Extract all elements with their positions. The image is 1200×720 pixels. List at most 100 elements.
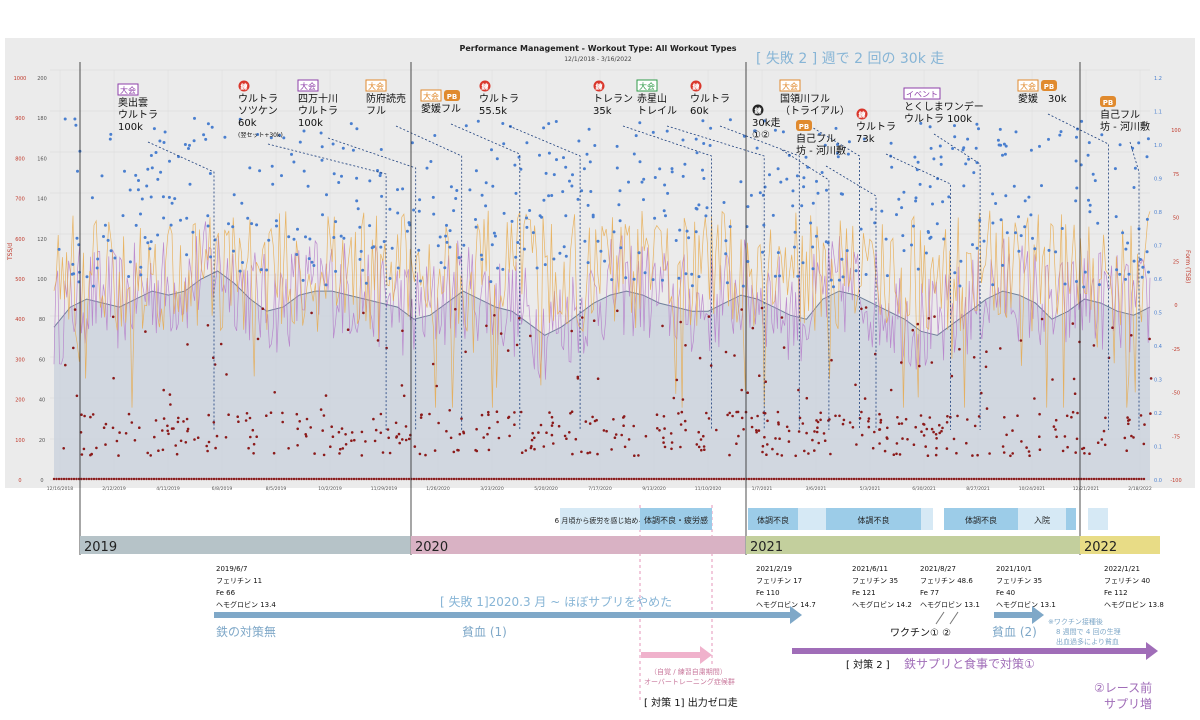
if-point	[862, 137, 866, 141]
tss-point	[942, 477, 946, 481]
anemia1-label: 貧血 (1)	[462, 625, 507, 639]
tss-point	[456, 448, 459, 452]
if-point	[445, 223, 448, 227]
if-point	[1132, 259, 1136, 263]
tss-point	[290, 477, 293, 481]
tss-point	[486, 432, 489, 436]
tss-point	[860, 410, 863, 414]
if-point	[755, 146, 759, 150]
race-badge-text: 練	[693, 82, 700, 91]
tss-point	[605, 429, 608, 433]
tss-point	[1143, 423, 1146, 426]
x-axis-ticks: 12/16/2018 2/12/2019 4/11/2019 6/8/2019 8/5/…	[47, 486, 1152, 492]
tss-point	[588, 451, 592, 454]
race-badge-text: イベント	[906, 90, 938, 99]
tss-point	[967, 477, 971, 481]
tss-point	[1092, 344, 1096, 347]
if-point	[642, 198, 645, 202]
if-point	[301, 278, 305, 282]
x-tick-label: 12/21/2021	[1073, 486, 1100, 492]
if-point	[543, 263, 547, 267]
tss-point	[934, 453, 938, 457]
tss-point	[887, 477, 891, 481]
if-point	[568, 179, 571, 183]
if-point	[149, 154, 153, 157]
tss-point	[1117, 477, 1121, 481]
race-label: フル	[366, 106, 386, 117]
if-point	[270, 164, 274, 168]
tss-point	[1112, 477, 1116, 481]
pb-badge-text: PB	[1103, 99, 1113, 107]
y-tick-label: -100	[1170, 478, 1181, 484]
if-point	[287, 235, 291, 239]
tss-point	[763, 412, 767, 415]
if-point	[811, 201, 815, 205]
tss-point	[803, 449, 806, 453]
tss-point	[169, 403, 172, 406]
tss-point	[401, 438, 404, 441]
race-badge	[752, 104, 764, 116]
if-point	[811, 245, 815, 249]
tss-point	[132, 477, 136, 481]
if-point	[341, 146, 345, 150]
tss-point	[242, 477, 246, 481]
if-point	[854, 269, 858, 273]
tss-point	[1102, 429, 1106, 433]
tss-point	[965, 441, 968, 445]
tss-point	[192, 477, 196, 481]
tss-point	[520, 451, 524, 455]
tss-point	[1075, 477, 1078, 481]
if-point	[267, 238, 271, 242]
tss-point	[552, 442, 555, 445]
if-point	[1140, 275, 1144, 279]
tss-point	[817, 441, 820, 445]
tss-point	[1012, 477, 1016, 481]
tss-point	[787, 440, 791, 443]
tss-point	[622, 424, 625, 428]
tss-point	[335, 477, 338, 481]
race-label: 30k走	[752, 117, 781, 129]
race-badge	[117, 83, 139, 96]
if-point	[1031, 236, 1034, 240]
tss-point	[402, 394, 406, 398]
if-point	[670, 167, 674, 171]
tss-point	[850, 477, 853, 481]
tss-point	[433, 449, 437, 452]
tss-point	[988, 452, 991, 455]
if-point	[663, 183, 667, 187]
tss-point	[390, 477, 393, 481]
y-tick-label: 100	[37, 277, 47, 283]
if-point	[136, 188, 140, 192]
measure2-arrow	[792, 648, 1148, 654]
tss-point	[322, 477, 326, 481]
tss-point	[972, 477, 976, 481]
if-point	[408, 223, 412, 227]
if-point	[379, 245, 383, 249]
if-point	[996, 138, 1000, 142]
x-tick-label: 7/17/2020	[588, 486, 612, 492]
tss-point	[457, 477, 461, 481]
tss-point	[760, 477, 763, 481]
if-point	[1087, 198, 1090, 202]
tss-point	[780, 477, 783, 481]
tss-point	[252, 477, 256, 481]
tss-point	[530, 444, 533, 448]
tss-point	[187, 477, 191, 481]
tss-point	[972, 356, 976, 359]
tss-point	[670, 477, 673, 481]
if-point	[746, 260, 750, 263]
if-point	[773, 128, 777, 132]
y-tick-label: 20	[39, 438, 45, 444]
if-point	[295, 253, 299, 256]
tss-point	[735, 442, 738, 446]
tss-point	[705, 477, 708, 481]
if-point	[791, 189, 795, 193]
tss-point	[672, 396, 676, 400]
tss-point	[873, 430, 876, 434]
tss-point	[816, 426, 819, 430]
condition-bar: 体調不良・疲労感	[640, 508, 712, 530]
tss-point	[400, 477, 403, 481]
tss-point	[420, 477, 423, 481]
tss-point	[72, 346, 75, 350]
